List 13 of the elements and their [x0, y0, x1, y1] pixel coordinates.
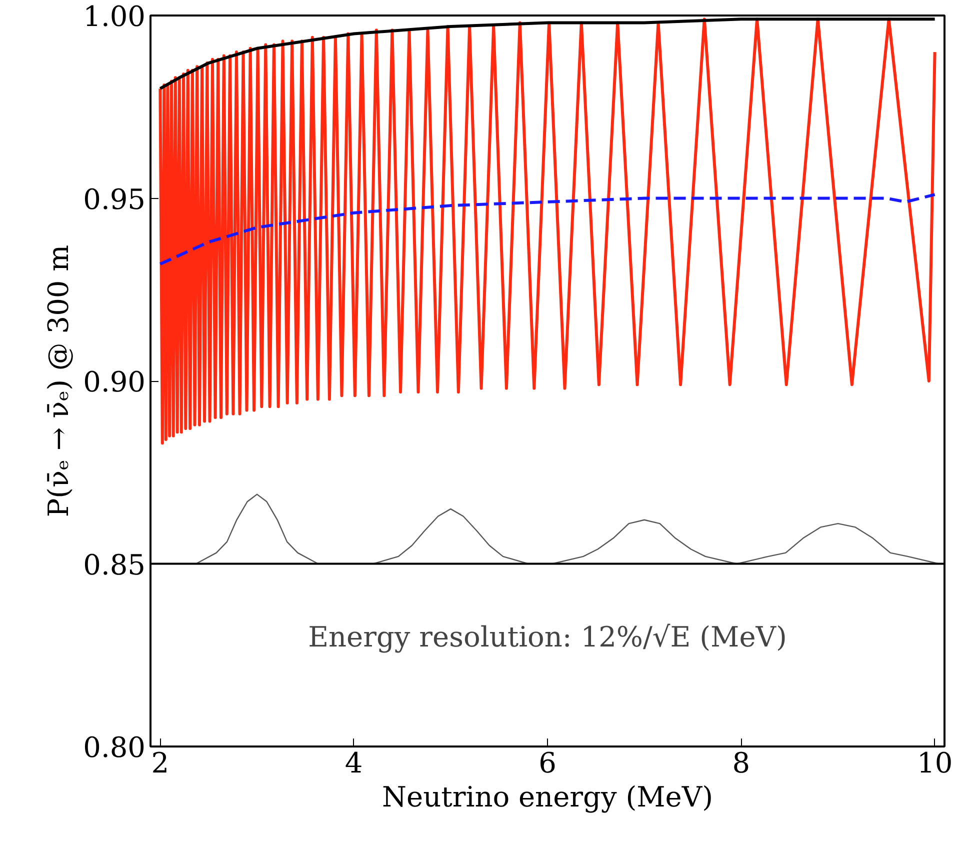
x-tick-label: 6 — [538, 746, 556, 780]
y-axis-title: P(ν̄ₑ → ν̄ₑ) @ 300 m — [42, 244, 76, 518]
y-tick-label: 0.80 — [83, 731, 146, 764]
y-tick-label: 0.90 — [83, 366, 146, 398]
y-tick-label: 0.95 — [83, 182, 146, 216]
annotation: Energy resolution: 12%/√E (MeV) — [308, 620, 787, 654]
x-tick-label: 4 — [344, 746, 363, 780]
x-tick-label: 2 — [151, 746, 170, 780]
y-tick-label: 1.00 — [83, 0, 146, 33]
x-axis-title: Neutrino energy (MeV) — [382, 780, 713, 814]
x-tick-label: 10 — [917, 746, 953, 780]
y-tick-label: 0.85 — [83, 548, 146, 582]
x-tick-label: 8 — [732, 746, 750, 780]
